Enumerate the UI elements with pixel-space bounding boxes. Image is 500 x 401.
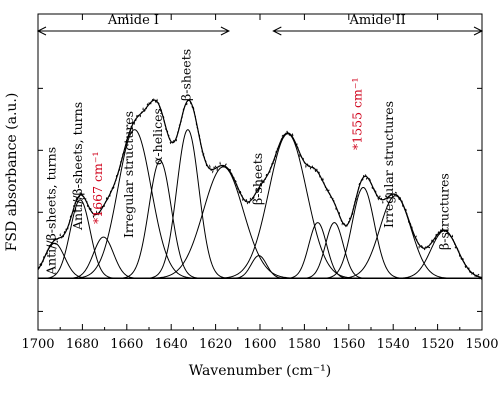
peak-annotation: Irregular structures xyxy=(381,101,396,228)
region-markers: Amide I Amide II xyxy=(36,13,484,36)
arrow-head-right xyxy=(220,26,231,36)
x-tick-label: 1640 xyxy=(155,337,188,352)
x-tick-label: 1660 xyxy=(110,337,143,352)
x-axis-title: Wavenumber (cm⁻¹) xyxy=(189,363,331,379)
region-label: Amide I xyxy=(107,13,159,28)
peak-annotation: *1555 cm⁻¹ xyxy=(350,78,365,151)
x-tick-label: 1620 xyxy=(199,337,232,352)
envelope-curves xyxy=(37,96,483,280)
peak-annotation: α-helices xyxy=(150,108,165,165)
axis-ticks: 1700 1680 1660 1640 1620 1600 1580 1560 1540 1520… xyxy=(21,14,499,352)
peak-annotation: β-sheets xyxy=(250,153,265,205)
x-tick-label: 1680 xyxy=(66,337,99,352)
peak-annotation: β-structures xyxy=(436,173,451,250)
fitted-envelope xyxy=(37,99,483,279)
arrow-head-left xyxy=(36,26,47,36)
x-tick-label: 1700 xyxy=(21,337,54,352)
peak-annotation: Anti//β-sheets, turns xyxy=(70,102,85,231)
peak-annotation: β-sheets xyxy=(179,49,194,101)
x-tick-label: 1500 xyxy=(465,337,498,352)
x-tick-label: 1520 xyxy=(421,337,454,352)
arrow-head-right xyxy=(473,26,484,36)
x-tick-label: 1540 xyxy=(377,337,410,352)
x-tick-label: 1560 xyxy=(332,337,365,352)
region-label: Amide II xyxy=(349,13,406,28)
x-tick-label: 1600 xyxy=(243,337,276,352)
peak-annotation: Anti//β-sheets, turns xyxy=(43,147,58,276)
x-tick-label: 1580 xyxy=(288,337,321,352)
peak-annotation: *1667 cm⁻¹ xyxy=(90,152,105,225)
peak-annotations: Anti//β-sheets, turns Anti//β-sheets, tur… xyxy=(43,49,451,276)
peak-annotation: Irregular structures xyxy=(121,111,136,238)
y-axis-title: FSD absorbance (a.u.) xyxy=(4,93,20,252)
arrow-head-left xyxy=(272,26,282,36)
